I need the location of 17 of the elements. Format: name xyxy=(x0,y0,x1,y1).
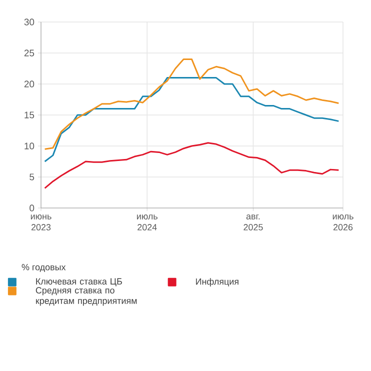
line-series xyxy=(44,58,340,150)
legend-label: Инфляция xyxy=(196,278,238,287)
y-tick-label: 10 xyxy=(24,142,34,150)
y-tick-label: 30 xyxy=(24,18,34,26)
x-tick-label: авг. 2025 xyxy=(244,214,263,230)
y-axis-title: % годовых xyxy=(22,264,66,272)
x-tick-label: июль 2026 xyxy=(332,214,354,230)
x-tick-label: июнь 2023 xyxy=(30,214,52,230)
legend-label: Ключевая ставка ЦБ xyxy=(36,278,122,286)
x-tick-label: июль 2024 xyxy=(137,214,158,230)
legend-label: Средняя ставка по кредитам предприятиям xyxy=(36,287,137,306)
y-tick-label: 0 xyxy=(30,204,34,212)
y-tick-label: 5 xyxy=(30,174,34,180)
y-tick-label: 20 xyxy=(24,80,34,88)
y-tick-label: 25 xyxy=(24,50,34,56)
y-tick-label: 15 xyxy=(24,112,34,118)
line-series xyxy=(44,142,340,189)
